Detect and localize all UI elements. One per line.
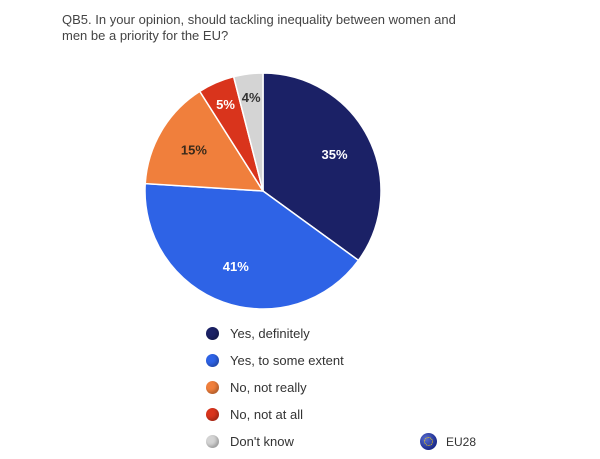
legend-label: Yes, to some extent (230, 353, 344, 368)
data-label-yes-definitely: 35% (321, 147, 347, 162)
data-label-no-not-at-all: 5% (216, 97, 235, 112)
legend-item-yes-to-some-extent: Yes, to some extent (206, 347, 344, 374)
pie-slice-yes-to-some-extent (144, 182, 360, 310)
pie-slice-yes-definitely (262, 72, 382, 262)
pie-slices (144, 72, 382, 310)
legend-label: Yes, definitely (230, 326, 310, 341)
pie-slice-don-t-know (232, 72, 264, 192)
legend-item-no-not-really: No, not really (206, 374, 344, 401)
legend-swatch (206, 435, 219, 448)
data-label-no-not-really: 15% (181, 143, 207, 158)
eu-flag-icon (420, 433, 437, 450)
region-label: EU28 (446, 434, 477, 449)
legend-label: No, not at all (230, 407, 303, 422)
legend-swatch (206, 354, 219, 367)
data-label-yes-to-some-extent: 41% (223, 259, 249, 274)
legend-swatch (206, 408, 219, 421)
legend-item-yes-definitely: Yes, definitely (206, 320, 344, 347)
pie-slice-no-not-really (144, 90, 265, 192)
region-indicator: EU28 (420, 433, 476, 450)
legend-swatch (206, 381, 219, 394)
pie-labels: 35% 41% 15% 5% 4% (181, 90, 348, 274)
legend-swatch (206, 327, 219, 340)
legend: Yes, definitely Yes, to some extent No, no… (206, 320, 344, 455)
legend-item-don-t-know: Don't know (206, 428, 344, 455)
legend-item-no-not-at-all: No, not at all (206, 401, 344, 428)
legend-label: No, not really (230, 380, 307, 395)
legend-label: Don't know (230, 434, 294, 449)
chart-title: QB5. In your opinion, should tackling in… (62, 12, 456, 43)
data-label-don-t-know: 4% (242, 90, 261, 105)
